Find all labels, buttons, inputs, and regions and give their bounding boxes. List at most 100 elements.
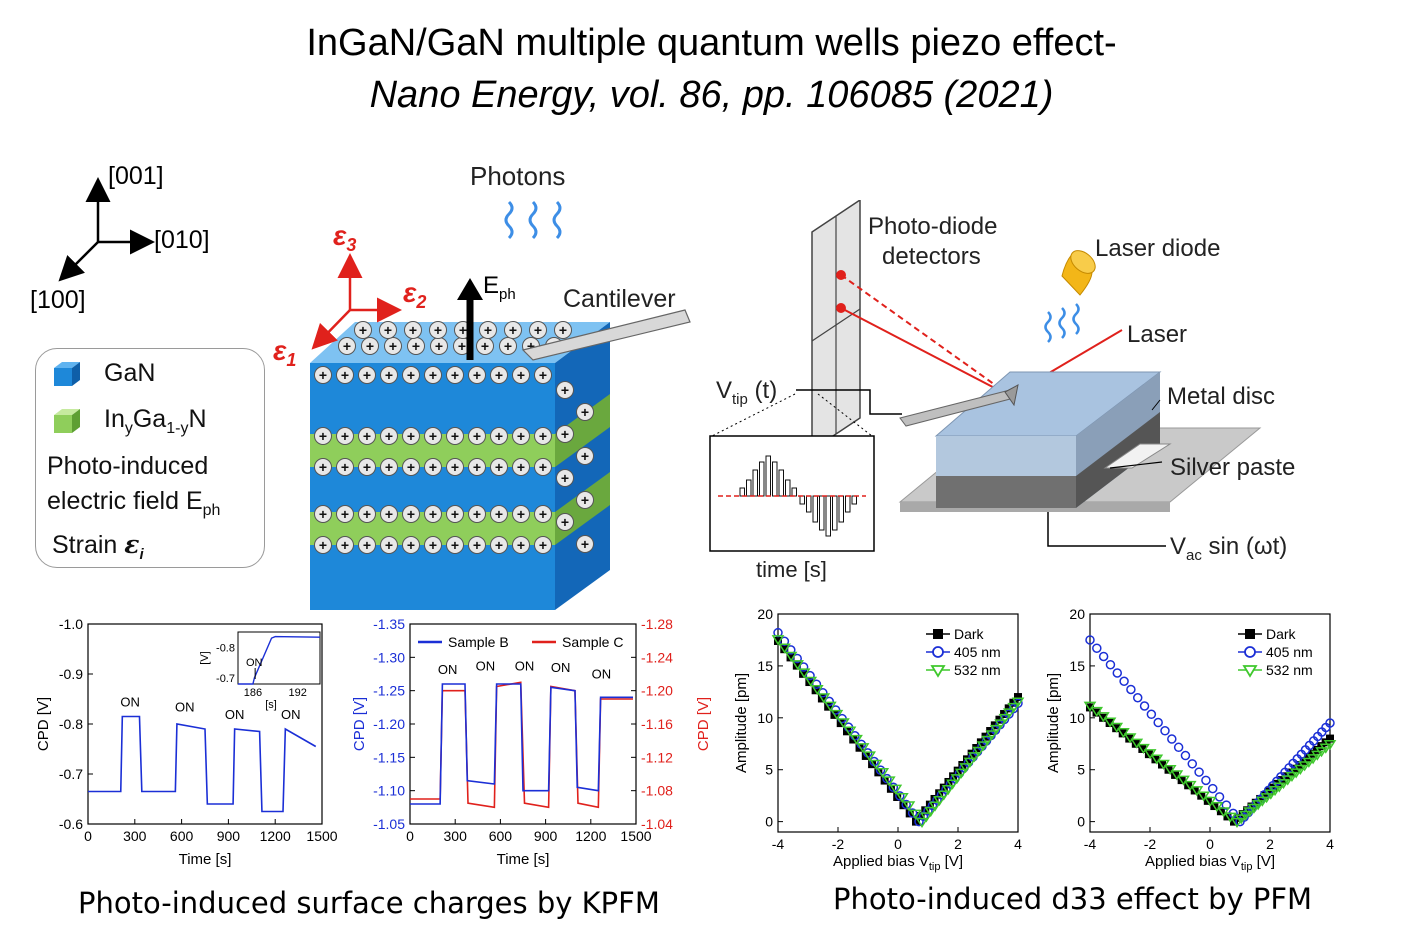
data-point (1264, 789, 1278, 800)
data-point (915, 817, 929, 829)
x-tick-label: 0 (1206, 836, 1214, 852)
svg-text:+: + (407, 506, 415, 522)
photodiode-label-2: detectors (882, 243, 981, 270)
svg-text:+: + (495, 367, 503, 383)
svg-text:+: + (458, 338, 466, 354)
svg-text:+: + (451, 506, 459, 522)
svg-text:+: + (319, 506, 327, 522)
svg-text:+: + (341, 428, 349, 444)
data-point (981, 735, 994, 746)
data-point (1306, 754, 1320, 765)
data-point (1260, 791, 1269, 800)
svg-text:+: + (504, 338, 512, 354)
inset-x-tick: 186 (244, 687, 262, 699)
charge-icon: + (380, 366, 398, 384)
data-point (1177, 775, 1190, 786)
svg-text:+: + (407, 428, 415, 444)
data-point (928, 801, 942, 812)
y-right-tick-label: -1.28 (641, 616, 673, 632)
svg-text:+: + (581, 448, 589, 464)
data-point (1173, 742, 1184, 753)
charge-icon: + (446, 505, 464, 523)
caption-pfm: Photo-induced d33 effect by PFM (833, 882, 1313, 916)
charge-icon: + (358, 505, 376, 523)
data-point (1277, 778, 1290, 790)
data-point (1004, 704, 1013, 713)
inset-time-label: time [s] (756, 557, 827, 582)
eps1-label: ε1 (273, 335, 296, 370)
axis-y-label: [010] (154, 226, 210, 254)
pfm-setup: Photo-diode detectors Laser diode Laser … (709, 200, 1295, 582)
svg-text:+: + (517, 506, 525, 522)
charge-icon: + (512, 366, 530, 384)
y-axis-label: CPD [V] (35, 697, 52, 751)
data-point (1325, 718, 1335, 728)
x-tick-label: 1500 (620, 828, 651, 844)
plot-area (1083, 635, 1337, 829)
data-point (799, 669, 808, 678)
data-point (1112, 724, 1121, 733)
charge-icon: + (490, 427, 508, 445)
data-point (1130, 738, 1144, 749)
svg-text:+: + (363, 428, 371, 444)
x-axis-label: Time [s] (497, 851, 550, 868)
data-point (994, 719, 1007, 730)
svg-text:+: + (429, 428, 437, 444)
data-point (792, 661, 801, 670)
legend-entry: 405 nm (1266, 644, 1313, 660)
axis-x-arrow (58, 241, 99, 282)
data-point (773, 627, 783, 638)
data-point (1002, 708, 1016, 719)
data-point (837, 718, 850, 729)
data-point (1110, 722, 1124, 733)
svg-text:+: + (341, 367, 349, 383)
pfm-chart-a: -4 -2 0 2 4 0 5 10 15 20 Applied bias Vtip [V] Ampl… (733, 606, 1025, 873)
data-point (1105, 659, 1116, 670)
on-annotation: ON (225, 707, 245, 722)
data-point (1304, 753, 1313, 762)
mqw-structure: Photons + + + + + + + + + + ++ + + + + + + + ++ + + + + + + + ++ + +… (273, 161, 691, 610)
svg-text:+: + (581, 536, 589, 552)
y-axis-label: CPD [V] (351, 697, 368, 751)
data-point (1221, 800, 1232, 810)
data-point (1119, 676, 1129, 686)
svg-text:+: + (473, 459, 481, 475)
charge-icon: + (314, 505, 332, 523)
legend-entry: 405 nm (954, 644, 1001, 660)
y-tick-label: -0.9 (59, 666, 83, 682)
x-tick-label: 0 (84, 828, 92, 844)
inset-frame (237, 631, 321, 685)
on-annotation: ON (515, 659, 535, 674)
charge-icon: + (468, 366, 486, 384)
y-axis-label: Amplitude [pm] (733, 673, 750, 773)
charge-icon: + (402, 536, 420, 554)
data-point (1007, 702, 1020, 714)
y-right-tick-label: -1.24 (641, 649, 673, 665)
svg-text:+: + (451, 367, 459, 383)
charge-icon: + (336, 536, 354, 554)
data-point (1163, 765, 1177, 776)
charge-icon: + (358, 458, 376, 476)
data-point (1264, 787, 1273, 796)
data-point (1294, 764, 1307, 775)
inset-on-annotation: ON (246, 657, 263, 669)
inset-y-tick: -0.7 (216, 673, 235, 685)
gan-swatch-icon (54, 362, 80, 386)
charge-icon: + (504, 321, 522, 339)
charge-icon: + (490, 536, 508, 554)
data-point (1194, 767, 1204, 777)
svg-text:+: + (539, 459, 547, 475)
charge-icon: + (479, 321, 497, 339)
y-tick-label: -1.25 (373, 683, 405, 699)
charge-icon: + (576, 447, 594, 465)
charge-icon: + (490, 505, 508, 523)
data-point (805, 670, 815, 681)
data-point (1143, 749, 1157, 760)
data-point (876, 768, 890, 779)
y-right-tick-label: -1.20 (641, 683, 673, 699)
data-point (1260, 793, 1273, 804)
legend-marker (932, 646, 944, 658)
data-point (856, 743, 870, 754)
data-point (1210, 802, 1224, 813)
x-tick-label: 1200 (575, 828, 606, 844)
